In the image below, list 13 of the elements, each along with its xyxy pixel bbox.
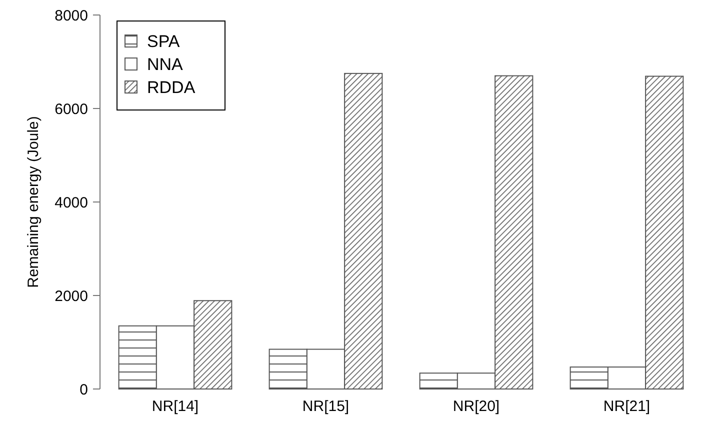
- y-tick-label: 6000: [54, 100, 88, 118]
- legend-label: SPA: [147, 32, 180, 51]
- y-axis-title: Remaining energy (Joule): [25, 116, 42, 288]
- y-tick-label: 4000: [54, 194, 88, 212]
- legend-label: RDDA: [147, 78, 196, 97]
- legend-label: NNA: [147, 54, 184, 74]
- x-tick-label: NR[15]: [302, 398, 350, 415]
- x-tick-label: NR[21]: [603, 398, 650, 415]
- y-tick-label: 8000: [54, 7, 88, 24]
- y-tick-label: 2000: [54, 288, 88, 305]
- x-tick-label: NR[14]: [152, 398, 199, 415]
- y-tick-label: 0: [80, 381, 88, 398]
- x-tick-label: NR[20]: [452, 398, 500, 415]
